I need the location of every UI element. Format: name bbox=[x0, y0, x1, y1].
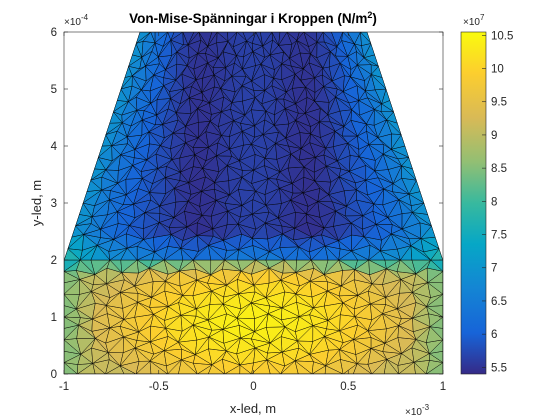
y-tick-label: 3 bbox=[51, 198, 57, 210]
mesh-triangle bbox=[296, 32, 305, 41]
y-tick-label: 0 bbox=[51, 369, 57, 381]
colorbar-tick-label: 9.5 bbox=[491, 97, 507, 109]
colorbar-tick-label: 7.5 bbox=[491, 230, 507, 242]
y-tick-label: 4 bbox=[51, 141, 58, 153]
mesh-triangle bbox=[278, 32, 288, 46]
x-exponent: ×10-3 bbox=[405, 403, 430, 418]
mesh-triangle bbox=[242, 32, 257, 42]
mesh-triangle bbox=[316, 32, 324, 43]
y-exponent: ×10-4 bbox=[64, 13, 89, 28]
mesh-triangle bbox=[227, 32, 238, 42]
mesh-triangle bbox=[170, 32, 184, 41]
mesh-triangle bbox=[347, 32, 361, 45]
mesh-plot bbox=[64, 32, 443, 374]
mesh-triangle bbox=[260, 32, 273, 47]
x-tick-label: 0.5 bbox=[340, 381, 356, 393]
colorbar-tick-label: 10.5 bbox=[491, 30, 513, 42]
colorbar-tick-label: 10 bbox=[491, 64, 504, 76]
x-tick-label: -1 bbox=[59, 381, 69, 393]
y-axis-ticks: 0 1 2 3 4 5 6 bbox=[51, 27, 443, 381]
colorbar-exponent: ×107 bbox=[463, 13, 485, 28]
mesh-triangle bbox=[331, 32, 344, 48]
colorbar-tick-label: 8 bbox=[491, 196, 497, 208]
y-axis-label: y-led, m bbox=[29, 180, 44, 226]
colorbar-tick-label: 7 bbox=[491, 263, 497, 275]
x-axis-ticks: -1 -0.5 0 0.5 1 bbox=[59, 32, 446, 393]
mesh-triangle bbox=[187, 32, 200, 45]
x-tick-label: 0 bbox=[250, 381, 256, 393]
y-tick-label: 1 bbox=[51, 312, 57, 324]
y-tick-label: 2 bbox=[51, 255, 57, 267]
x-tick-label: -0.5 bbox=[149, 381, 169, 393]
x-tick-label: 1 bbox=[440, 381, 446, 393]
colorbar-tick-label: 6 bbox=[491, 329, 497, 341]
colorbar-tick-label: 5.5 bbox=[491, 362, 507, 374]
colorbar bbox=[460, 31, 487, 375]
y-tick-label: 5 bbox=[51, 84, 57, 96]
mesh-triangle bbox=[207, 32, 218, 47]
colorbar-tick-label: 9 bbox=[491, 130, 497, 142]
x-axis-label: x-led, m bbox=[230, 401, 276, 416]
colorbar-tick-label: 8.5 bbox=[491, 163, 507, 175]
colorbar-tick-label: 6.5 bbox=[491, 296, 507, 308]
chart-title: Von-Mise-Spänningar i Kroppen (N/m2) bbox=[129, 10, 377, 26]
mesh-triangle bbox=[154, 32, 169, 44]
y-tick-label: 6 bbox=[51, 27, 57, 39]
colorbar-ticks: 5.5 6 6.5 7 7.5 8 8.5 9 9.5 10 10.5 bbox=[482, 30, 513, 374]
